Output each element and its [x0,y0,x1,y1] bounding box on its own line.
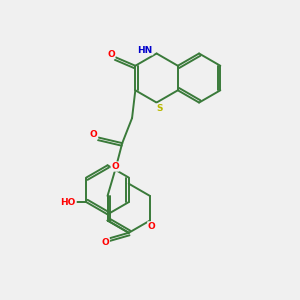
Text: O: O [101,238,109,247]
Text: O: O [111,162,119,171]
Text: O: O [90,130,98,139]
Text: S: S [157,104,163,113]
Text: HN: HN [137,46,153,55]
Text: O: O [107,50,115,58]
Text: O: O [148,222,155,231]
Text: HO: HO [61,198,76,207]
